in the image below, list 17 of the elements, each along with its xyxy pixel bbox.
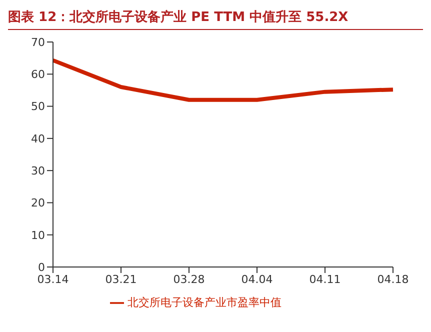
y-tick-label: 10: [31, 228, 45, 242]
y-tick-label: 40: [31, 132, 45, 146]
x-tick-label: 04.04: [241, 272, 273, 286]
y-tick-label: 30: [31, 164, 45, 178]
x-tick-label: 04.18: [377, 272, 409, 286]
x-tick-label: 03.28: [173, 272, 205, 286]
x-tick-label: 04.11: [309, 272, 341, 286]
line-series: [51, 58, 395, 102]
x-tick-label: 03.14: [37, 272, 69, 286]
chart-title: 图表 12：北交所电子设备产业 PE TTM 中值升至 55.2X: [8, 8, 423, 30]
y-tick-label: 50: [31, 100, 45, 114]
y-tick-label: 70: [31, 36, 45, 49]
y-tick-label: 0: [38, 260, 45, 274]
x-tick-label: 03.21: [105, 272, 137, 286]
y-tick-label: 60: [31, 68, 45, 82]
y-tick-label: 20: [31, 196, 45, 210]
legend-label: 北交所电子设备产业市盈率中值: [128, 296, 282, 309]
